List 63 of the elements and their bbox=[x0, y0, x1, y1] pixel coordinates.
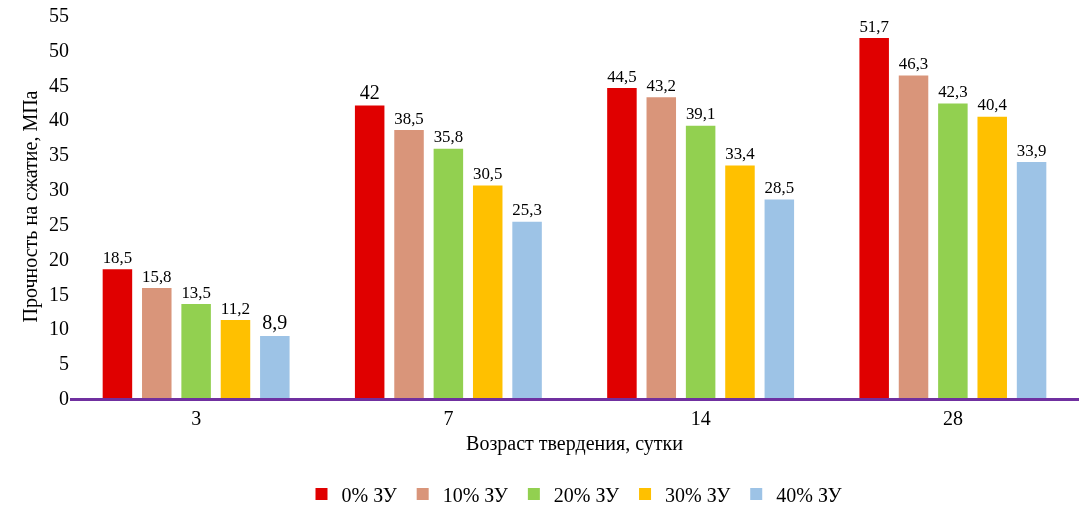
bar bbox=[354, 105, 385, 398]
legend-label: 30% ЗУ bbox=[665, 483, 732, 506]
legend-label: 10% ЗУ bbox=[442, 483, 509, 506]
y-tick-label: 15 bbox=[49, 282, 69, 305]
x-tick-label: 14 bbox=[690, 407, 711, 429]
y-tick-label: 20 bbox=[49, 247, 69, 270]
y-axis-title: Прочность на сжатие, МПа bbox=[18, 90, 42, 323]
bar bbox=[764, 199, 795, 398]
data-label: 30,5 bbox=[472, 164, 503, 184]
y-tick-label: 25 bbox=[49, 212, 69, 235]
data-label: 43,2 bbox=[646, 75, 677, 95]
x-tick-label: 3 bbox=[191, 407, 202, 429]
data-label: 42,3 bbox=[938, 82, 968, 102]
y-tick-label: 0 bbox=[59, 387, 69, 409]
data-label: 8,9 bbox=[262, 311, 288, 334]
data-label: 33,4 bbox=[725, 144, 756, 164]
bar bbox=[220, 320, 251, 398]
bar bbox=[859, 37, 889, 398]
data-label: 28,5 bbox=[764, 178, 795, 198]
data-label: 25,3 bbox=[512, 200, 542, 220]
bar bbox=[102, 269, 133, 398]
x-tick-label: 28 bbox=[942, 407, 963, 429]
bar bbox=[433, 148, 464, 398]
legend-label: 40% ЗУ bbox=[776, 483, 843, 506]
bar bbox=[898, 75, 929, 398]
y-tick-label: 40 bbox=[49, 108, 69, 131]
y-tick-label: 55 bbox=[49, 4, 69, 26]
data-label: 42 bbox=[359, 80, 380, 103]
data-label: 33,9 bbox=[1016, 140, 1047, 160]
legend-label: 0% ЗУ bbox=[341, 483, 398, 506]
y-tick-label: 5 bbox=[59, 352, 69, 375]
bar bbox=[725, 165, 755, 398]
y-tick-label: 35 bbox=[49, 143, 69, 166]
data-label: 39,1 bbox=[685, 104, 716, 124]
bar bbox=[512, 221, 542, 398]
y-tick-label: 30 bbox=[49, 178, 69, 201]
data-label: 35,8 bbox=[433, 127, 464, 147]
bar bbox=[472, 185, 503, 398]
y-tick-label: 45 bbox=[49, 73, 69, 96]
data-label: 40,4 bbox=[977, 95, 1008, 115]
bar bbox=[394, 129, 424, 398]
x-tick-label: 7 bbox=[443, 407, 454, 429]
data-label: 13,5 bbox=[181, 282, 211, 302]
data-label: 38,5 bbox=[394, 108, 424, 128]
legend-label: 20% ЗУ bbox=[553, 483, 621, 506]
bar bbox=[646, 97, 677, 398]
data-label: 18,5 bbox=[102, 247, 133, 267]
bar bbox=[685, 125, 716, 398]
bar bbox=[1016, 161, 1047, 398]
data-label: 46,3 bbox=[898, 54, 929, 74]
data-label: 11,2 bbox=[220, 298, 251, 318]
bar bbox=[938, 103, 968, 398]
y-tick-label: 10 bbox=[49, 317, 69, 340]
bar bbox=[260, 336, 290, 398]
data-label: 15,8 bbox=[142, 266, 172, 286]
data-label: 44,5 bbox=[607, 66, 637, 86]
x-axis-title: Возраст твердения, сутки bbox=[466, 431, 684, 455]
bar bbox=[977, 116, 1007, 398]
bar bbox=[181, 303, 211, 398]
y-tick-label: 50 bbox=[49, 38, 69, 61]
bar bbox=[142, 287, 172, 398]
data-label: 51,7 bbox=[859, 16, 889, 36]
bar bbox=[607, 88, 637, 398]
